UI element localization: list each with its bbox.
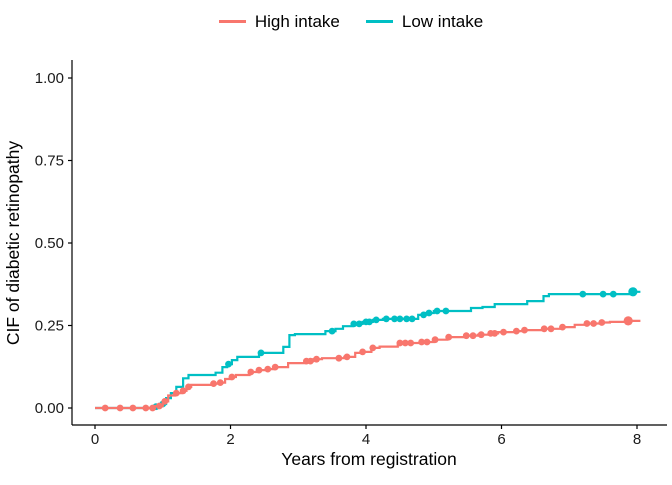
- x-axis-title: Years from registration: [281, 449, 456, 469]
- censor-mark: [257, 349, 265, 357]
- censor-mark: [559, 323, 566, 331]
- censor-mark: [431, 336, 439, 344]
- censor-mark: [420, 311, 427, 319]
- censor-mark: [477, 331, 485, 339]
- series-high-intake: [95, 316, 641, 412]
- censor-mark: [142, 404, 150, 412]
- censor-mark: [579, 290, 587, 298]
- end-marker: [628, 287, 638, 297]
- censor-mark: [355, 320, 363, 328]
- censor-mark: [185, 383, 192, 391]
- y-tick-label: 0.25: [35, 318, 64, 335]
- curves: [95, 287, 641, 412]
- censor-mark: [116, 404, 124, 412]
- censor-mark: [156, 402, 163, 410]
- censor-mark: [369, 344, 377, 352]
- censor-mark: [396, 339, 404, 347]
- censor-mark: [343, 353, 351, 361]
- censor-mark: [407, 339, 415, 347]
- step-curve: [95, 290, 641, 410]
- censor-mark: [599, 290, 607, 298]
- censor-mark: [491, 330, 499, 337]
- censor-mark: [264, 365, 272, 373]
- censor-mark: [590, 320, 597, 327]
- high-intake-line-key-icon: [218, 20, 246, 23]
- censor-mark: [425, 309, 433, 317]
- legend-label-low-intake: Low intake: [401, 12, 484, 31]
- x-tick-label: 8: [633, 431, 641, 448]
- censor-mark: [598, 319, 606, 326]
- chart-legend: High intake Low intake: [30, 13, 672, 30]
- censor-mark: [359, 348, 366, 356]
- end-marker: [623, 316, 633, 326]
- censor-mark: [172, 389, 180, 397]
- censor-mark: [445, 333, 453, 341]
- censor-mark: [462, 332, 470, 340]
- censor-mark: [307, 357, 314, 365]
- censor-mark: [391, 315, 398, 323]
- y-tick-label: 0.75: [35, 153, 64, 170]
- censor-mark: [328, 327, 336, 335]
- censor-mark: [129, 404, 137, 412]
- censor-mark: [583, 320, 591, 327]
- censor-mark: [101, 404, 109, 412]
- censor-mark: [372, 316, 380, 324]
- legend-item-low-intake: Low intake: [365, 12, 484, 31]
- y-tick-label: 1.00: [35, 70, 64, 87]
- censor-mark: [179, 387, 187, 395]
- censor-mark: [423, 338, 431, 346]
- censor-mark: [521, 326, 528, 334]
- censor-mark: [396, 315, 404, 323]
- censor-mark: [225, 360, 232, 368]
- legend-item-high-intake: High intake: [218, 12, 340, 31]
- censor-mark: [547, 325, 555, 333]
- censor-mark: [382, 315, 390, 323]
- censor-mark: [271, 363, 279, 371]
- censor-mark: [540, 325, 548, 333]
- low-intake-line-key-icon: [365, 20, 393, 23]
- legend-label-high-intake: High intake: [254, 12, 340, 31]
- censor-mark: [335, 354, 343, 362]
- censor-mark: [149, 404, 157, 412]
- censor-mark: [161, 398, 169, 405]
- censor-mark: [216, 379, 224, 386]
- y-tick-label: 0.00: [35, 400, 64, 417]
- x-tick-label: 4: [362, 431, 370, 448]
- censor-mark: [255, 366, 263, 374]
- x-tick-label: 0: [91, 431, 99, 448]
- censor-mark: [469, 332, 477, 340]
- censor-mark: [401, 339, 409, 347]
- censor-mark: [350, 320, 358, 328]
- x-tick-label: 6: [497, 431, 505, 448]
- censor-mark: [500, 328, 507, 336]
- censor-mark: [313, 355, 320, 363]
- x-tick-label: 2: [226, 431, 234, 448]
- censor-mark: [366, 318, 373, 326]
- censor-mark: [418, 338, 425, 346]
- censor-mark: [408, 315, 416, 323]
- censor-mark: [228, 373, 236, 381]
- censor-mark: [210, 380, 218, 387]
- axes: 0.00 0.25 0.50 0.75 1.00 0 2 4 6 8: [35, 60, 667, 448]
- censor-mark: [513, 327, 520, 335]
- y-axis-title: CIF of diabetic retinopathy: [3, 141, 23, 346]
- censor-mark: [403, 315, 410, 323]
- y-tick-label: 0.50: [35, 235, 64, 252]
- censor-mark: [433, 307, 441, 315]
- censor-mark: [247, 368, 255, 376]
- censor-mark: [609, 290, 617, 298]
- censor-mark: [442, 307, 450, 315]
